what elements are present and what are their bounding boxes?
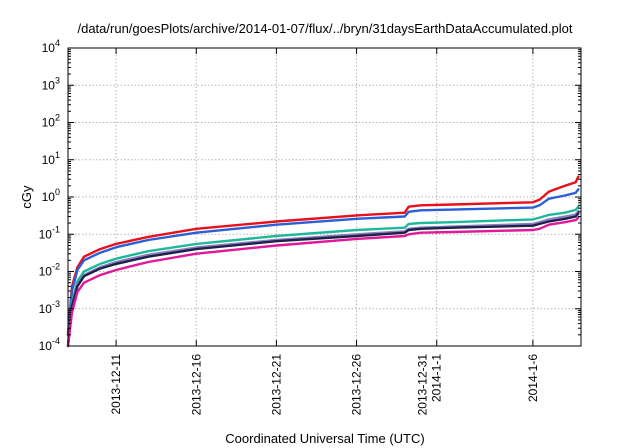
series-layer bbox=[66, 175, 580, 348]
y-tick-label: 104 bbox=[42, 38, 60, 55]
series-line bbox=[66, 212, 580, 348]
x-tick-label: 2014-1-6 bbox=[526, 354, 540, 402]
x-tick-labels: 2013-12-11 2013-12-16 2013-12-21 2013-12-26… bbox=[109, 354, 540, 416]
series-line bbox=[66, 205, 580, 348]
axis-ticks bbox=[68, 47, 581, 347]
x-tick-label: 2013-12-11 bbox=[109, 354, 123, 415]
y-tick-label: 10-4 bbox=[39, 336, 60, 353]
x-tick-label: 2013-12-16 bbox=[189, 354, 203, 416]
x-tick-label: 2013-12-26 bbox=[350, 354, 364, 416]
series-line bbox=[66, 216, 580, 348]
y-tick-label: 100 bbox=[42, 187, 60, 204]
x-tick-label: 2013-12-21 bbox=[269, 354, 283, 416]
x-tick-label: 2014-1-1 bbox=[430, 354, 444, 402]
y-tick-label: 10-1 bbox=[39, 224, 60, 241]
y-tick-label: 101 bbox=[42, 150, 60, 167]
y-tick-label: 10-3 bbox=[39, 299, 60, 316]
chart-title: /data/run/goesPlots/archive/2014-01-07/f… bbox=[77, 21, 572, 36]
grid bbox=[68, 48, 581, 346]
y-tick-label: 103 bbox=[42, 75, 60, 92]
x-tick-label: 2013-12-31 bbox=[416, 354, 430, 416]
series-line bbox=[66, 175, 580, 336]
y-tick-label: 10-2 bbox=[39, 262, 60, 279]
y-tick-label: 102 bbox=[42, 113, 60, 130]
y-axis-label: cGy bbox=[19, 185, 34, 209]
y-tick-labels: 10-4 10-3 10-2 10-1 100 101 102 103 104 bbox=[39, 38, 60, 353]
x-axis-label: Coordinated Universal Time (UTC) bbox=[225, 431, 424, 446]
series-line bbox=[66, 188, 580, 336]
